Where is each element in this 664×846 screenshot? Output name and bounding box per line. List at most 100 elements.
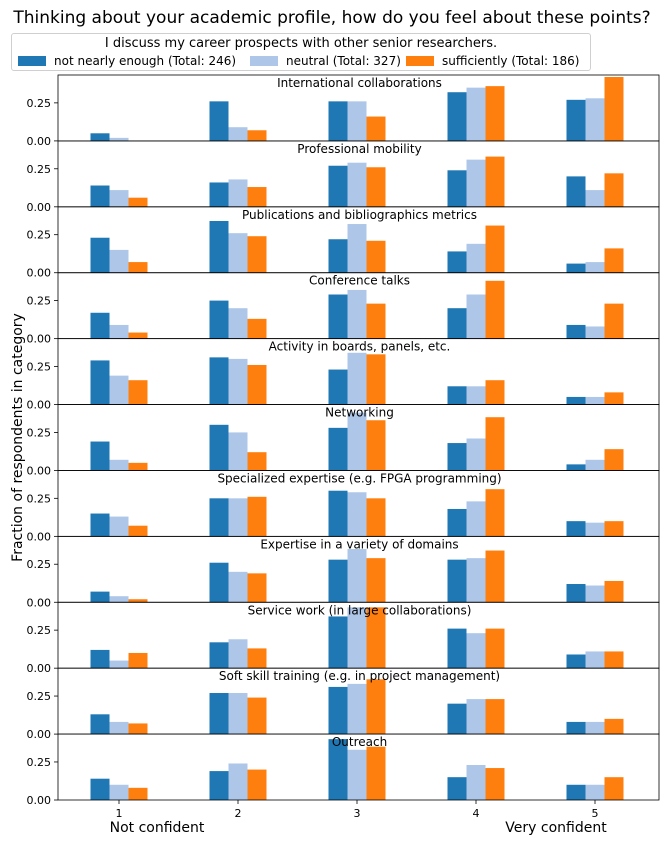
- bar: [447, 703, 467, 735]
- bar: [447, 386, 467, 405]
- bar: [90, 185, 110, 207]
- bar: [585, 326, 605, 339]
- bar: [90, 360, 110, 405]
- bar: [485, 380, 505, 405]
- bar: [90, 778, 110, 800]
- bar: [209, 300, 229, 339]
- bar: [90, 714, 110, 735]
- y-tick-label: 0.00: [27, 267, 52, 280]
- bar: [128, 599, 148, 603]
- bar: [247, 573, 267, 603]
- bar: [328, 239, 348, 273]
- bar: [109, 516, 129, 537]
- bar: [466, 633, 486, 669]
- bar: [128, 652, 148, 669]
- bar: [366, 240, 386, 273]
- bar: [366, 420, 386, 471]
- bar: [90, 133, 110, 141]
- bar: [566, 176, 586, 207]
- bar: [366, 354, 386, 405]
- panel-title: Professional mobility: [297, 142, 421, 156]
- bar: [485, 156, 505, 207]
- bar: [447, 559, 467, 603]
- bar: [604, 521, 624, 537]
- bar: [328, 739, 348, 800]
- bar: [128, 525, 148, 537]
- bar: [247, 769, 267, 800]
- bar: [228, 308, 248, 339]
- bar: [347, 749, 367, 800]
- bar: [228, 498, 248, 537]
- bar: [347, 549, 367, 603]
- legend-label: sufficiently (Total: 186): [442, 54, 580, 68]
- bar: [109, 375, 129, 405]
- bar: [566, 584, 586, 603]
- y-tick-label: 0.00: [27, 728, 52, 741]
- bar: [466, 87, 486, 141]
- bar: [209, 693, 229, 735]
- bar: [347, 607, 367, 669]
- bar: [128, 197, 148, 207]
- y-tick-label: 0.25: [27, 97, 52, 110]
- bar: [485, 225, 505, 273]
- y-tick-label: 0.25: [27, 163, 52, 176]
- bar: [366, 498, 386, 537]
- bar: [466, 243, 486, 273]
- bar: [347, 492, 367, 537]
- bar: [347, 224, 367, 273]
- bar: [209, 498, 229, 537]
- legend-swatch: [406, 56, 434, 66]
- bar: [447, 777, 467, 800]
- bar: [485, 550, 505, 603]
- bar: [128, 787, 148, 800]
- bar: [128, 332, 148, 339]
- bar: [466, 699, 486, 735]
- y-tick-label: 0.25: [27, 492, 52, 505]
- bar: [585, 262, 605, 273]
- y-tick-label: 0.00: [27, 794, 52, 807]
- bar: [328, 294, 348, 339]
- bar: [447, 443, 467, 471]
- bar: [247, 452, 267, 471]
- bar: [604, 392, 624, 405]
- x-tick-label: 4: [473, 807, 480, 820]
- bar: [466, 386, 486, 405]
- panel-title: Expertise in a variety of domains: [260, 537, 458, 551]
- y-tick-label: 0.25: [27, 690, 52, 703]
- bar: [347, 289, 367, 339]
- bar: [247, 236, 267, 273]
- bar: [209, 562, 229, 603]
- bar: [228, 358, 248, 405]
- y-tick-label: 0.00: [27, 201, 52, 214]
- bar: [566, 464, 586, 471]
- bar: [228, 693, 248, 735]
- legend-label: neutral (Total: 327): [286, 54, 401, 68]
- panel-title: Publications and bibliographics metrics: [242, 208, 477, 222]
- y-tick-label: 0.25: [27, 756, 52, 769]
- bar: [566, 263, 586, 273]
- bar: [247, 364, 267, 405]
- bar: [447, 508, 467, 537]
- legend-swatch: [18, 56, 46, 66]
- bar: [347, 101, 367, 141]
- bar: [228, 763, 248, 800]
- bar: [128, 723, 148, 735]
- legend-item-not-nearly-enough: not nearly enough (Total: 246): [18, 54, 236, 68]
- y-tick-label: 0.00: [27, 464, 52, 477]
- bar: [328, 686, 348, 735]
- y-tick-label: 0.00: [27, 662, 52, 675]
- bar: [485, 628, 505, 669]
- panel-title: Conference talks: [309, 274, 410, 288]
- bar: [366, 167, 386, 207]
- bar: [247, 318, 267, 339]
- bar: [485, 699, 505, 735]
- bar: [447, 170, 467, 207]
- bar: [328, 427, 348, 471]
- bar: [485, 280, 505, 339]
- bar: [485, 768, 505, 800]
- bar: [128, 462, 148, 471]
- panel-title: Specialized expertise (e.g. FPGA program…: [217, 471, 501, 485]
- bar: [466, 765, 486, 800]
- bar: [90, 441, 110, 471]
- bar: [209, 642, 229, 669]
